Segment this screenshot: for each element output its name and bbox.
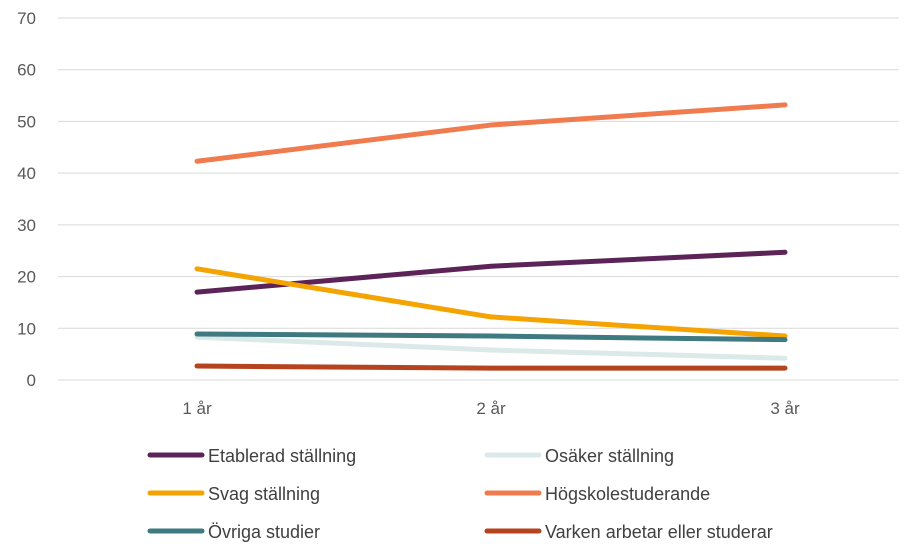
series-line-1 xyxy=(194,334,788,361)
x-tick-label: 3 år xyxy=(770,399,800,418)
gridlines xyxy=(58,17,899,381)
y-tick-label: 70 xyxy=(17,9,36,28)
series-line-0 xyxy=(194,249,788,295)
y-tick-label: 50 xyxy=(17,112,36,131)
legend: Etablerad ställning Osäker ställning Svag … xyxy=(147,446,773,542)
y-tick-label: 10 xyxy=(17,319,36,338)
legend-label-4: Övriga studier xyxy=(208,522,320,542)
series-line-2 xyxy=(194,266,788,339)
series-lines xyxy=(194,102,788,371)
x-tick-label: 1 år xyxy=(182,399,212,418)
y-axis-ticks: 0 10 20 30 40 50 60 70 xyxy=(17,9,36,390)
legend-label-1: Osäker ställning xyxy=(545,446,674,466)
series-line-5 xyxy=(194,363,788,371)
legend-label-5: Varken arbetar eller studerar xyxy=(545,522,773,542)
series-line-3 xyxy=(194,102,788,164)
legend-label-0: Etablerad ställning xyxy=(208,446,356,466)
series-line-4 xyxy=(194,331,788,343)
y-tick-label: 60 xyxy=(17,61,36,80)
legend-label-2: Svag ställning xyxy=(208,484,320,504)
y-tick-label: 30 xyxy=(17,216,36,235)
x-tick-label: 2 år xyxy=(476,399,506,418)
y-tick-label: 20 xyxy=(17,268,36,287)
y-tick-label: 0 xyxy=(27,371,36,390)
y-tick-label: 40 xyxy=(17,164,36,183)
legend-label-3: Högskolestuderande xyxy=(545,484,710,504)
x-axis-ticks: 1 år 2 år 3 år xyxy=(182,399,800,418)
